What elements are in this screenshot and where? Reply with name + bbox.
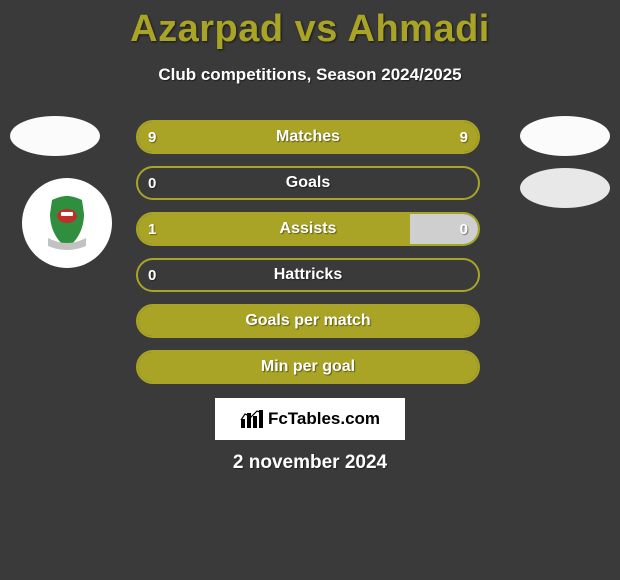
chart-icon (240, 409, 264, 429)
stat-row: 0Goals (136, 166, 480, 200)
stats-panel: 99Matches0Goals10Assists0HattricksGoals … (136, 120, 480, 396)
club-crest-icon (34, 190, 100, 256)
subtitle: Club competitions, Season 2024/2025 (0, 65, 620, 85)
stat-left-value: 1 (138, 221, 166, 238)
stat-row: Goals per match (136, 304, 480, 338)
stat-row: Min per goal (136, 350, 480, 384)
stat-row: 10Assists (136, 212, 480, 246)
branding-badge: FcTables.com (215, 398, 405, 440)
stat-row: 99Matches (136, 120, 480, 154)
player-badge-right-1 (520, 116, 610, 156)
club-badge-left (22, 178, 112, 268)
branding-text: FcTables.com (268, 409, 380, 429)
stat-right-value: 9 (450, 129, 478, 146)
stat-left-value: 9 (138, 129, 166, 146)
snapshot-date: 2 november 2024 (0, 452, 620, 474)
player-badge-left-1 (10, 116, 100, 156)
stat-left-value: 0 (138, 175, 166, 192)
player-badge-right-2 (520, 168, 610, 208)
stat-right-value: 0 (450, 221, 478, 238)
page-title: Azarpad vs Ahmadi (0, 0, 620, 51)
stat-left-value: 0 (138, 267, 166, 284)
stat-row: 0Hattricks (136, 258, 480, 292)
